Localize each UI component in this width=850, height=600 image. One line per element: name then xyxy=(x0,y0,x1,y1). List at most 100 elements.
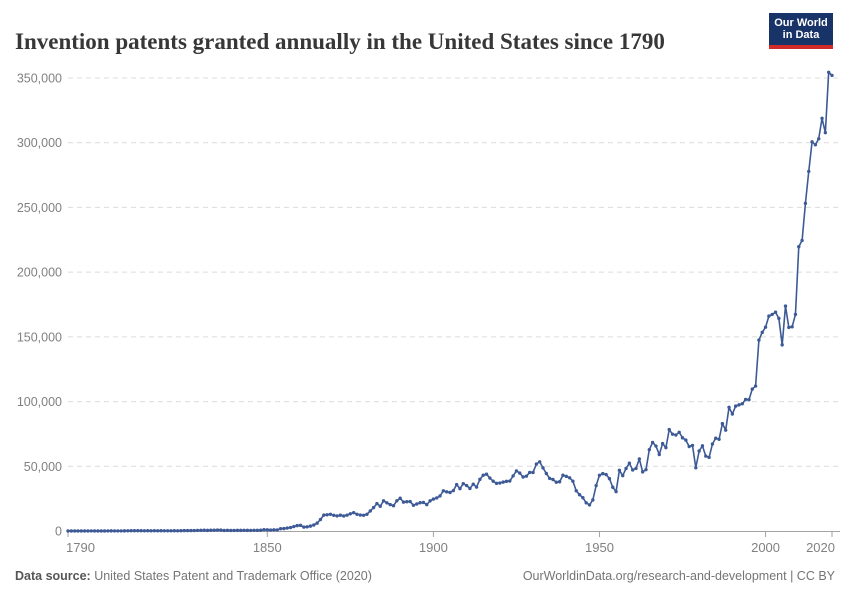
data-point xyxy=(753,384,758,388)
data-point xyxy=(328,512,333,516)
data-point xyxy=(282,526,286,531)
data-point xyxy=(557,480,562,484)
data-point xyxy=(395,499,399,503)
data-point xyxy=(262,528,266,532)
data-point xyxy=(312,523,316,527)
data-point xyxy=(541,466,545,470)
data-point xyxy=(697,449,701,453)
data-point xyxy=(155,529,160,533)
x-tick-label: 1900 xyxy=(419,540,448,555)
y-tick-label: 50,000 xyxy=(24,460,62,474)
data-point xyxy=(162,529,167,533)
data-point xyxy=(348,512,353,516)
data-point xyxy=(494,481,499,486)
data-point xyxy=(205,528,210,533)
data-point xyxy=(704,454,708,458)
data-point xyxy=(189,528,193,533)
data-point xyxy=(684,438,688,442)
data-point xyxy=(381,499,386,503)
data-point xyxy=(611,485,615,489)
data-point xyxy=(405,499,409,504)
data-point xyxy=(92,529,97,533)
data-point xyxy=(295,523,299,528)
data-point xyxy=(219,528,223,532)
data-point xyxy=(458,486,462,491)
data-point xyxy=(780,343,784,347)
data-point xyxy=(391,503,396,508)
data-point xyxy=(664,445,668,450)
data-point xyxy=(468,486,472,491)
data-point xyxy=(481,473,485,477)
data-point xyxy=(787,325,791,330)
x-tick-label: 1850 xyxy=(253,540,282,555)
data-point xyxy=(813,143,818,147)
chart-footer: Data source: United States Patent and Tr… xyxy=(0,566,850,590)
data-point xyxy=(308,524,313,528)
data-point xyxy=(677,430,681,434)
data-point xyxy=(654,444,658,448)
data-point xyxy=(66,529,70,533)
data-point xyxy=(79,529,83,533)
data-point xyxy=(185,528,190,533)
data-point xyxy=(182,528,186,533)
data-point xyxy=(504,479,509,484)
data-point xyxy=(232,528,236,533)
data-point xyxy=(258,528,263,532)
data-point xyxy=(448,490,452,495)
data-point xyxy=(770,312,774,317)
data-point xyxy=(637,457,642,461)
x-tick-label: 2020 xyxy=(806,540,835,555)
data-point xyxy=(252,528,256,532)
data-point xyxy=(192,528,196,533)
data-point xyxy=(89,529,93,533)
data-point xyxy=(717,437,721,441)
data-point xyxy=(634,466,638,471)
data-point xyxy=(345,513,349,517)
data-point xyxy=(225,528,230,533)
data-point xyxy=(528,470,532,475)
data-point xyxy=(531,470,535,475)
data-point xyxy=(763,325,768,329)
data-source: Data source: United States Patent and Tr… xyxy=(15,569,372,583)
footer-link[interactable]: OurWorldinData.org/research-and-developm… xyxy=(522,569,835,583)
data-point xyxy=(644,467,648,472)
data-point xyxy=(325,513,329,517)
x-tick-label: 1790 xyxy=(66,540,95,555)
data-point xyxy=(694,466,698,470)
data-point xyxy=(544,471,549,476)
data-point xyxy=(342,514,346,518)
data-point xyxy=(169,529,173,533)
data-point xyxy=(617,468,622,472)
data-point xyxy=(607,476,612,481)
data-point xyxy=(471,482,475,486)
owid-logo-line1: Our World xyxy=(774,16,828,29)
data-point xyxy=(82,529,87,533)
data-point xyxy=(730,412,735,416)
data-point xyxy=(132,529,137,533)
data-point xyxy=(338,513,343,517)
data-point xyxy=(750,387,754,391)
data-point xyxy=(501,480,505,484)
data-point xyxy=(464,483,469,488)
y-tick-label: 200,000 xyxy=(17,266,62,280)
data-point xyxy=(209,528,213,532)
data-point xyxy=(302,525,306,529)
data-point xyxy=(577,492,582,497)
data-point xyxy=(112,529,117,533)
data-point xyxy=(106,529,110,533)
data-point xyxy=(239,528,243,533)
data-point xyxy=(707,455,711,460)
data-point xyxy=(767,314,771,318)
data-point xyxy=(793,312,798,317)
data-point xyxy=(740,402,745,406)
data-point xyxy=(69,529,74,533)
owid-logo[interactable]: Our World in Data xyxy=(769,13,833,49)
data-point xyxy=(99,529,103,533)
data-point xyxy=(727,405,731,410)
data-point xyxy=(441,489,446,493)
data-point xyxy=(680,436,685,440)
data-point xyxy=(129,529,133,533)
data-point xyxy=(242,528,246,533)
y-tick-label: 300,000 xyxy=(17,136,62,150)
